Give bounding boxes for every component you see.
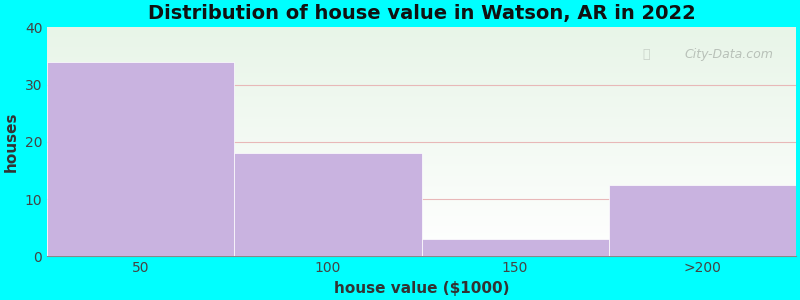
Text: 🔍: 🔍 xyxy=(642,49,650,62)
Title: Distribution of house value in Watson, AR in 2022: Distribution of house value in Watson, A… xyxy=(148,4,695,23)
Y-axis label: houses: houses xyxy=(4,112,19,172)
Bar xyxy=(47,62,234,256)
Bar xyxy=(234,153,422,256)
Bar xyxy=(422,239,609,256)
X-axis label: house value ($1000): house value ($1000) xyxy=(334,281,510,296)
Bar xyxy=(609,185,796,256)
Text: City-Data.com: City-Data.com xyxy=(684,49,773,62)
